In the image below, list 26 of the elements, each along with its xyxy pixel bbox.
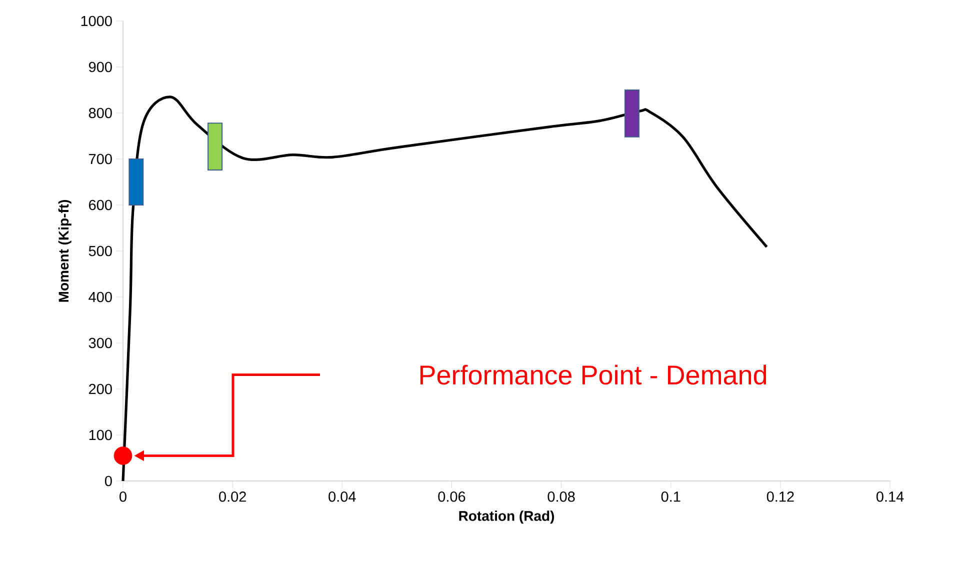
y-axis-title: Moment (Kip-ft) (58, 200, 72, 302)
y-tick-label: 500 (88, 246, 112, 256)
y-tick-label: 600 (89, 200, 112, 210)
x-tick-label: 0.14 (876, 492, 904, 502)
line-series (122, 96, 768, 482)
y-tick-label: 300 (88, 338, 112, 348)
bar (128, 158, 144, 206)
annotation: Performance Point - Demand (420, 364, 766, 385)
bar (208, 122, 223, 171)
y-tick-label: 800 (88, 108, 112, 118)
x-tick-label: 0.02 (219, 492, 246, 502)
x-axis-title: Rotation (Rad) (459, 510, 554, 524)
y-tick-label: 900 (88, 62, 112, 72)
x-tick-label: 0.04 (328, 492, 356, 502)
x-tick-label: 0.12 (766, 492, 794, 502)
y-tick-label: 100 (89, 430, 112, 440)
y-tick-label: 1000 (81, 16, 112, 26)
x-tick-label: 0.08 (548, 492, 575, 502)
bar (624, 89, 640, 138)
x-tick-label: 0 (120, 492, 126, 502)
x-tick-label: 0.06 (438, 492, 466, 502)
x-tick-label: 0.1 (661, 492, 680, 502)
y-tick-label: 700 (89, 154, 112, 164)
y-tick-label: 400 (88, 292, 112, 302)
y-tick-label: 200 (89, 384, 112, 394)
y-tick-label: 0 (104, 476, 112, 486)
